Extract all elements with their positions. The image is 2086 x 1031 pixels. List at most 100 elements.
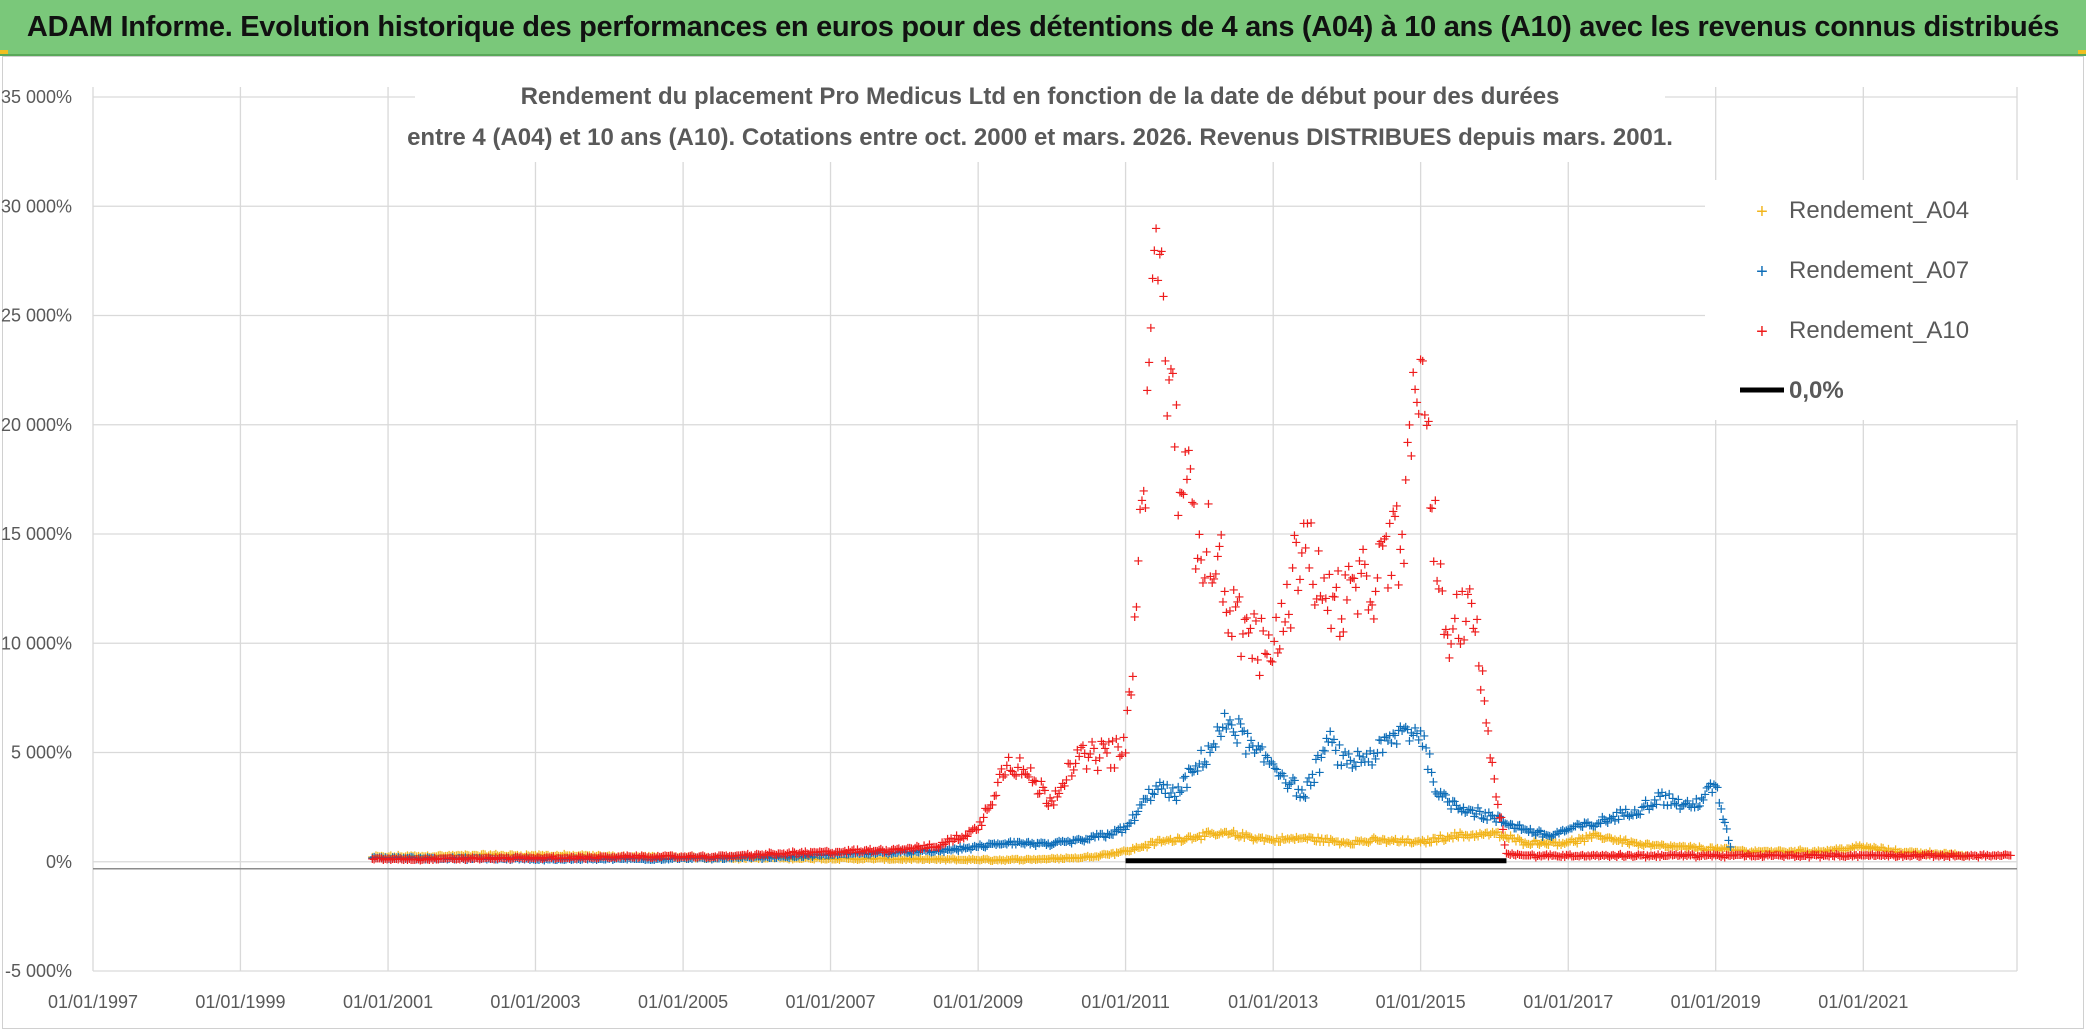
point-a07: + [1365,742,1375,761]
point-a04: + [1714,841,1724,860]
point-a07: + [1347,758,1357,777]
point-a04: + [433,846,443,865]
point-a07: + [1220,704,1230,723]
point-a04: + [606,847,616,866]
point-a07: + [1486,806,1496,825]
point-a04: + [1513,829,1523,848]
point-a04: + [1056,849,1066,868]
point-a04: + [793,849,803,868]
point-a04: + [1011,850,1021,869]
point-a07: + [644,850,654,869]
point-a04: + [637,847,647,866]
point-a04: + [1905,842,1915,861]
point-a07: + [1140,789,1150,808]
point-a04: + [739,849,749,868]
point-a04: + [563,846,573,865]
point-a10: + [1159,287,1169,306]
point-a07: + [926,843,936,862]
point-a04: + [455,846,465,865]
point-a04: + [1162,830,1172,849]
point-a04: + [604,846,614,865]
point-a04: + [736,849,746,868]
point-a07: + [530,851,540,870]
point-a04: + [750,849,760,868]
point-a04: + [1680,837,1690,856]
point-a07: + [881,843,891,862]
point-a07: + [1509,819,1519,838]
point-a07: + [1349,752,1359,771]
point-a04: + [1608,831,1618,850]
point-a04: + [1578,828,1588,847]
point-a07: + [1133,802,1143,821]
point-a04: + [1871,838,1881,857]
point-a04: + [1092,847,1102,866]
point-a10: + [1194,525,1204,544]
y-tick-label: 10 000% [1,633,72,653]
point-a07: + [827,845,837,864]
point-a07: + [386,849,396,868]
point-a07: + [1211,737,1221,756]
point-a04: + [941,851,951,870]
point-a04: + [1337,833,1347,852]
point-a07: + [1484,803,1494,822]
point-a04: + [375,847,385,866]
point-a07: + [914,843,924,862]
point-a04: + [369,847,379,866]
point-a07: + [1455,799,1465,818]
point-a04: + [1504,830,1514,849]
point-a07: + [991,836,1001,855]
point-a04: + [881,848,891,867]
point-a04: + [1516,831,1526,850]
point-a04: + [649,847,659,866]
point-a04: + [554,846,564,865]
point-a04: + [1727,841,1737,860]
point-a07: + [610,849,620,868]
point-a07: + [1286,774,1296,793]
point-a07: + [896,843,906,862]
point-a04: + [734,850,744,869]
point-a10: + [1369,610,1379,629]
point-a04: + [1097,845,1107,864]
point-a04: + [1810,841,1820,860]
point-a07: + [1253,736,1263,755]
point-a04: + [520,847,530,866]
point-a07: + [1149,785,1159,804]
point-a04: + [1198,824,1208,843]
point-a07: + [808,847,818,866]
point-a04: + [1169,832,1179,851]
point-a07: + [1323,733,1333,752]
point-a07: + [683,850,693,869]
point-a07: + [863,845,873,864]
point-a07: + [1259,752,1269,771]
point-a04: + [523,846,533,865]
point-a04: + [1355,832,1365,851]
point-a10: + [1144,353,1154,372]
point-a04: + [464,846,474,865]
point-a07: + [1103,824,1113,843]
point-a04: + [1891,840,1901,859]
point-a04: + [833,850,843,869]
point-a07: + [1212,717,1222,736]
point-a07: + [433,849,443,868]
point-a04: + [1446,827,1456,846]
point-a07: + [1497,813,1507,832]
point-a07: + [1473,799,1483,818]
point-a07: + [1300,788,1310,807]
point-a04: + [1610,830,1620,849]
point-a04: + [1041,850,1051,869]
point-a07: + [410,850,420,869]
point-a04: + [1561,833,1571,852]
point-a04: + [1207,824,1217,843]
point-a04: + [743,848,753,867]
point-a04: + [1328,831,1338,850]
point-a07: + [1011,835,1021,854]
point-a04: + [840,849,850,868]
point-a07: + [520,850,530,869]
point-a10: + [1151,219,1161,238]
point-a04: + [943,850,953,869]
point-a04: + [451,846,461,865]
point-a07: + [375,848,385,867]
point-a04: + [898,850,908,869]
point-a04: + [539,846,549,865]
point-a07: + [453,848,463,867]
